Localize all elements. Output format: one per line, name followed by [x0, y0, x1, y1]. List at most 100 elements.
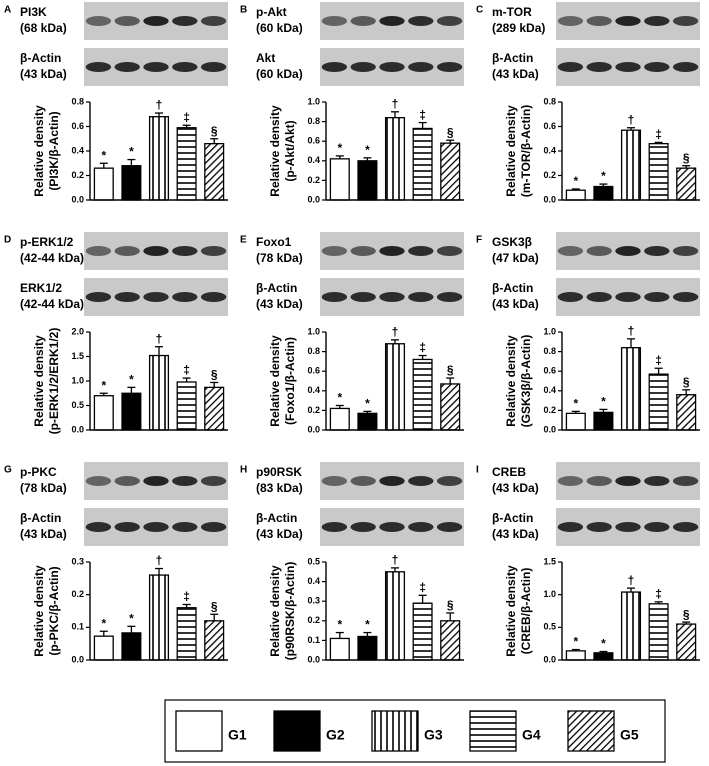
blot-band: [114, 476, 140, 486]
bar: [412, 127, 433, 201]
significance-mark: ‡: [419, 108, 426, 122]
y-tick-label: 0.0: [307, 194, 320, 204]
blot-label: (78 kDa): [20, 481, 67, 495]
y-axis-label: Relative density: [504, 335, 518, 427]
blot-band: [615, 246, 641, 256]
bar: [384, 571, 406, 661]
blot-band: [408, 292, 434, 302]
blot-band: [321, 476, 348, 486]
blot-label: β-Actin: [20, 511, 61, 525]
blot-band: [321, 246, 348, 256]
significance-mark: *: [129, 373, 134, 387]
bar: [148, 354, 170, 431]
significance-mark: ‡: [183, 110, 190, 124]
panel-letter: B: [240, 5, 247, 16]
significance-mark: †: [392, 553, 399, 567]
blot-band: [85, 292, 112, 302]
significance-mark: *: [573, 174, 578, 188]
blot-band: [379, 292, 405, 302]
blot-band: [350, 246, 376, 256]
bar: [412, 602, 433, 661]
y-tick-label: 1.0: [543, 326, 556, 336]
significance-mark: §: [683, 375, 690, 389]
blot-label: p90RSK: [256, 465, 302, 479]
blot-band: [436, 62, 463, 72]
significance-mark: ‡: [655, 128, 662, 142]
significance-mark: *: [601, 637, 606, 651]
blot-band: [436, 292, 463, 302]
blot-band: [672, 62, 699, 72]
blot-band: [672, 16, 699, 26]
blot-band: [172, 476, 198, 486]
significance-mark: ‡: [419, 341, 426, 355]
y-tick-label: 0.4: [543, 145, 556, 155]
significance-mark: †: [628, 113, 635, 127]
y-tick-label: 1.0: [307, 326, 320, 336]
legend-swatch: [469, 710, 517, 752]
blot-label: (78 kDa): [256, 251, 303, 265]
blot-band: [114, 246, 140, 256]
blot-label: (43 kDa): [492, 481, 539, 495]
y-axis-label: (PI3K/β-Actin): [47, 111, 61, 190]
bar: [121, 165, 142, 201]
bar: [440, 383, 461, 431]
legend-swatch: [567, 710, 615, 752]
y-axis-label: Relative density: [32, 565, 46, 657]
y-tick-label: 2.0: [71, 326, 84, 336]
blot-label: CREB: [492, 465, 526, 479]
blot-label: β-Actin: [492, 281, 533, 295]
y-axis-label: (GSK3β/β-Actin): [519, 335, 533, 428]
blot-band: [379, 522, 405, 532]
panel-letter: A: [4, 5, 11, 16]
blot-label: (43 kDa): [20, 527, 67, 541]
significance-mark: ‡: [183, 590, 190, 604]
y-axis-label: (m-TOR/β-Actin): [519, 105, 533, 197]
bar: [565, 189, 586, 201]
blot-band: [379, 16, 405, 26]
significance-mark: †: [156, 332, 163, 346]
blot-band: [200, 476, 227, 486]
blot-band: [557, 16, 584, 26]
blot-label: p-PKC: [20, 465, 57, 479]
y-tick-label: 0.2: [307, 175, 320, 185]
significance-mark: §: [211, 368, 218, 382]
blot-band: [615, 292, 641, 302]
significance-mark: §: [447, 598, 454, 612]
bar: [620, 591, 642, 661]
significance-mark: *: [365, 143, 370, 157]
y-tick-label: 0.0: [543, 424, 556, 434]
blot-band: [321, 522, 348, 532]
blot-label: (60 kDa): [256, 67, 303, 81]
blot-label: (43 kDa): [492, 67, 539, 81]
blot-band: [644, 62, 670, 72]
y-axis-label: Relative density: [32, 105, 46, 197]
blot-band: [321, 292, 348, 302]
blot-label: (42-44 kDa): [20, 297, 84, 311]
blot-band: [143, 292, 169, 302]
bar: [357, 635, 378, 661]
y-tick-label: 0.4: [307, 576, 320, 586]
blot-band: [586, 292, 612, 302]
blot-band: [143, 246, 169, 256]
blot-band: [350, 522, 376, 532]
blot-band: [557, 292, 584, 302]
y-axis-label: Relative density: [504, 565, 518, 657]
blot-band: [615, 522, 641, 532]
bar: [620, 347, 642, 431]
blot-band: [436, 16, 463, 26]
blot-label: PI3K: [20, 5, 47, 19]
blot-label: β-Actin: [256, 281, 297, 295]
bar: [176, 127, 197, 201]
blot-label: (42-44 kDa): [20, 251, 84, 265]
legend-label: G2: [326, 727, 345, 743]
blot-label: β-Actin: [20, 51, 61, 65]
significance-mark: †: [156, 554, 163, 568]
blot-label: β-Actin: [492, 511, 533, 525]
blot-band: [672, 246, 699, 256]
blot-band: [408, 246, 434, 256]
blot-band: [436, 246, 463, 256]
blot-band: [321, 16, 348, 26]
blot-label: (47 kDa): [492, 251, 539, 265]
blot-label: ERK1/2: [20, 281, 62, 295]
significance-mark: *: [601, 395, 606, 409]
